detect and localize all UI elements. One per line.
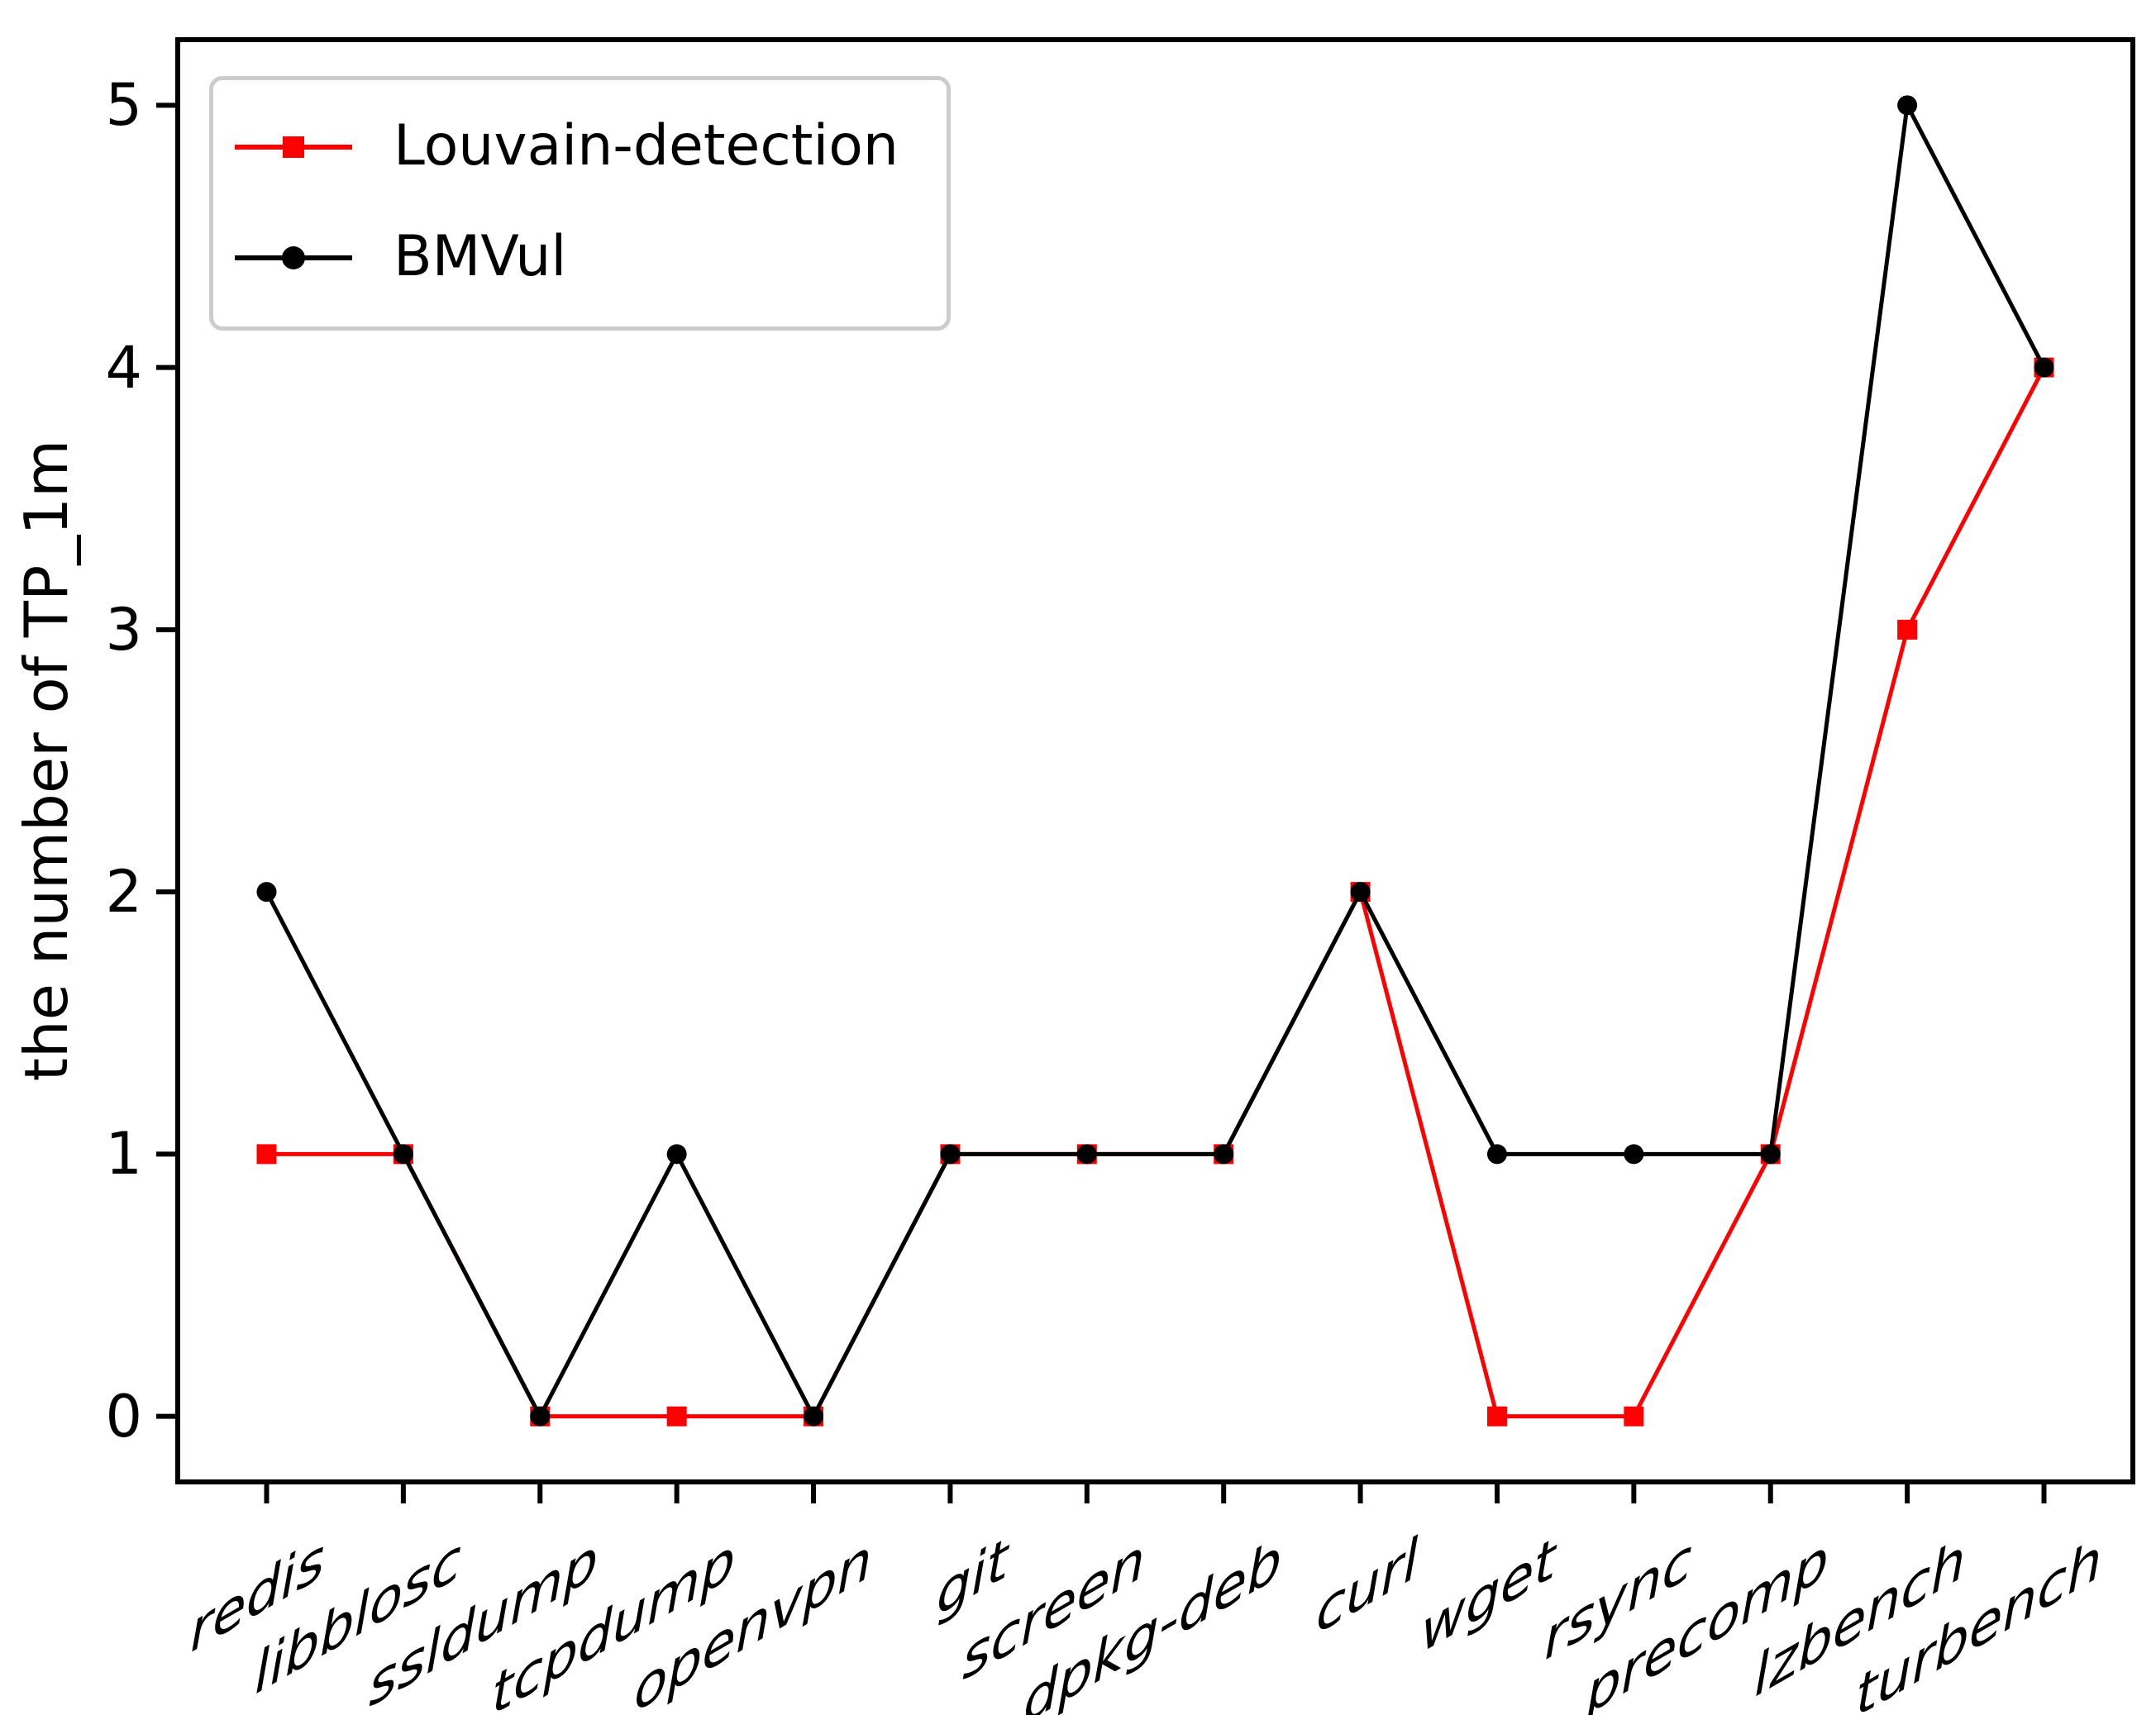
legend-entry-louvain-detection: Louvain-detection (231, 105, 899, 188)
legend-entry-bmvul: BMVul (231, 216, 899, 298)
legend-label-bmvul: BMVul (394, 224, 567, 289)
y-tick-label-5: 5 (105, 71, 142, 140)
louvain-detection-marker-lzbench (1897, 619, 1918, 640)
bmvul-marker-precomp (1760, 1144, 1781, 1165)
bmvul-marker-screen (1076, 1144, 1097, 1165)
louvain-detection-legend-sample (235, 136, 352, 158)
louvain-detection-marker-rsync (1624, 1406, 1644, 1427)
bmvul-marker-openvpn (804, 1406, 824, 1427)
legend-label-louvain-detection: Louvain-detection (394, 113, 899, 179)
bmvul-marker-turbench (2034, 357, 2054, 378)
bmvul-marker-tcpdump (666, 1144, 687, 1165)
louvain-detection-marker-wget (1486, 1406, 1507, 1427)
bmvul-marker-dpkg-deb (1214, 1144, 1234, 1165)
bmvul-marker-redis (256, 882, 277, 903)
louvain-detection-marker-tcpdump (666, 1406, 687, 1427)
axes-box (175, 37, 2135, 1484)
bmvul-marker-ssldump (530, 1406, 551, 1427)
louvain-detection-legend-square-marker (283, 136, 304, 158)
y-axis-label: the number of TP_1m (12, 439, 81, 1082)
bmvul-marker-wget (1486, 1144, 1507, 1165)
legend: Louvain-detection BMVul (209, 76, 951, 331)
bmvul-legend-sample (235, 245, 352, 269)
y-tick-label-2: 2 (105, 858, 142, 927)
y-tick-label-1: 1 (105, 1120, 142, 1189)
y-tick-label-4: 4 (105, 333, 142, 402)
louvain-detection-marker-redis (256, 1144, 277, 1165)
bmvul-marker-git (940, 1144, 961, 1165)
bmvul-marker-libblosc (393, 1144, 413, 1165)
louvain-detection-series-line (266, 366, 2046, 1419)
y-tick-label-0: 0 (105, 1382, 142, 1451)
y-tick-label-3: 3 (105, 595, 142, 664)
bmvul-series-line (265, 98, 2046, 1422)
bmvul-marker-rsync (1624, 1144, 1644, 1165)
bmvul-marker-curl (1350, 882, 1371, 903)
bmvul-legend-circle-marker (282, 245, 305, 269)
bmvul-marker-lzbench (1897, 95, 1918, 116)
